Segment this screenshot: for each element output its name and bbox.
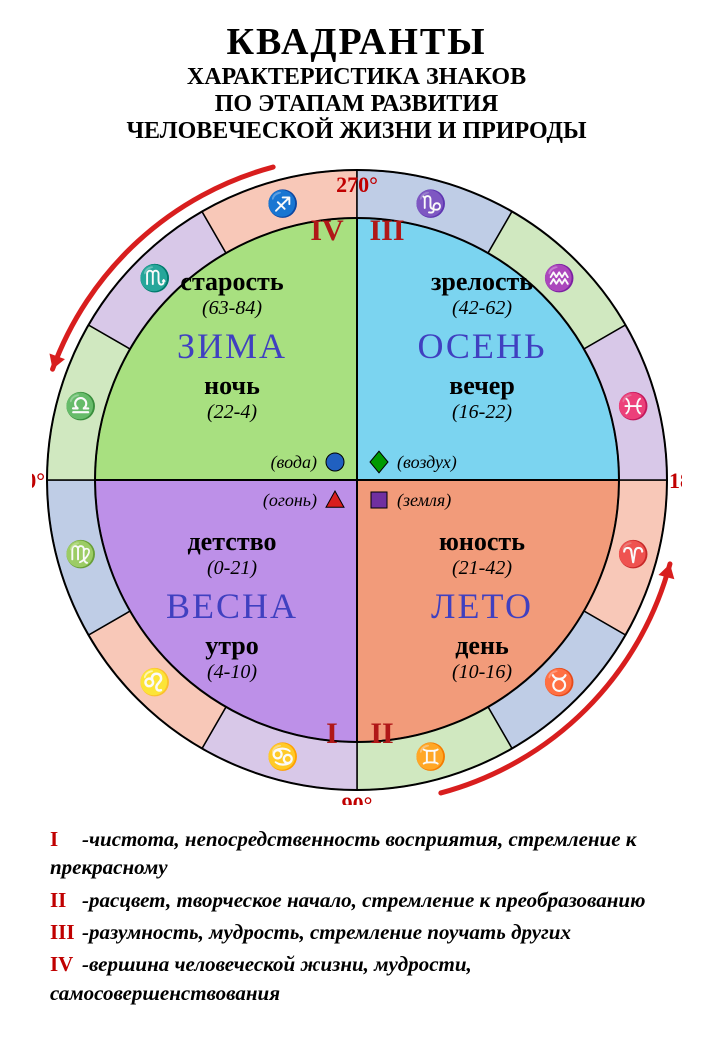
subtitle-line-3: ЧЕЛОВЕЧЕСКОЙ ЖИЗНИ И ПРИРОДЫ (30, 118, 683, 145)
quadrant-I-daypart: утро (205, 631, 259, 660)
zodiac-libra-icon: ♎ (64, 391, 96, 421)
legend-row: II-расцвет, творческое начало, стремлени… (50, 886, 663, 914)
legend-text: -вершина человеческой жизни, мудрости, с… (50, 952, 472, 1004)
quadrant-III-daypart-range: (16-22) (452, 401, 512, 423)
zodiac-pisces-icon: ♓ (617, 391, 649, 421)
quadrant-IV-daypart: ночь (204, 371, 260, 400)
quadrant-IV-numeral: IV (310, 214, 344, 247)
zodiac-virgo-icon: ♍ (64, 539, 96, 569)
angle-label: 0° (32, 468, 45, 493)
angle-label: 90° (341, 792, 372, 805)
quadrant-IV-stage: старость (180, 267, 283, 296)
quadrant-I-numeral: I (326, 717, 338, 750)
quadrant-II-numeral: II (370, 717, 393, 750)
subtitle-line-2: ПО ЭТАПАМ РАЗВИТИЯ (30, 91, 683, 118)
legend-text: -чистота, непосредственность восприятия,… (50, 827, 636, 879)
earth-label: (земля) (397, 490, 451, 511)
quadrant-IV-stage-range: (63-84) (202, 297, 262, 319)
legend-numeral: III (50, 918, 82, 946)
quadrant-II-stage: юность (439, 527, 525, 556)
legend-numeral: I (50, 825, 82, 853)
water-label: (вода) (270, 452, 316, 473)
main-title: КВАДРАНТЫ (30, 20, 683, 64)
angle-label: 180° (669, 468, 682, 493)
zodiac-cancer-icon: ♋ (266, 741, 298, 771)
quadrant-III-stage: зрелость (430, 267, 532, 296)
quadrant-II-stage-range: (21-42) (452, 557, 512, 579)
quadrant-I-stage: детство (187, 527, 276, 556)
legend-numeral: II (50, 886, 82, 914)
quadrant-diagram: ♈ ♉ ♊ ♋ ♌ ♍ ♎ ♏ ♐ ♑ ♒ ♓ 0° 180° 90° 270° детство(0-21) ВЕ… (32, 155, 682, 805)
zodiac-scorpio-icon: ♏ (138, 263, 170, 293)
zodiac-aries-icon: ♈ (617, 539, 649, 569)
zodiac-taurus-icon: ♉ (543, 667, 575, 697)
quadrant-IV-daypart-range: (22-4) (207, 401, 257, 423)
legend-text: -расцвет, творческое начало, стремление … (82, 888, 645, 912)
legend: I-чистота, непосредственность восприятия… (50, 825, 663, 1007)
legend-row: III-разумность, мудрость, стремление поу… (50, 918, 663, 946)
subtitle-line-1: ХАРАКТЕРИСТИКА ЗНАКОВ (30, 64, 683, 91)
quadrant-IV-season: ЗИМА (176, 326, 286, 366)
water-icon (326, 453, 344, 471)
quadrant-I-daypart-range: (4-10) (207, 661, 257, 683)
legend-row: IV-вершина человеческой жизни, мудрости,… (50, 950, 663, 1007)
angle-label: 270° (336, 172, 378, 197)
legend-text: -разумность, мудрость, стремление поучат… (82, 920, 571, 944)
page: КВАДРАНТЫ ХАРАКТЕРИСТИКА ЗНАКОВ ПО ЭТАПА… (0, 0, 713, 1041)
direction-arrow-head (658, 564, 674, 579)
zodiac-capricorn-icon: ♑ (414, 189, 446, 219)
quadrant-III-season: ОСЕНЬ (417, 326, 546, 366)
quadrant-II-daypart-range: (10-16) (452, 661, 512, 683)
quadrant-III-numeral: III (369, 214, 404, 247)
fire-label: (огонь) (262, 490, 316, 511)
legend-numeral: IV (50, 950, 82, 978)
quadrant-III-daypart: вечер (449, 371, 515, 400)
air-label: (воздух) (397, 452, 457, 473)
quadrant-III-stage-range: (42-62) (452, 297, 512, 319)
zodiac-gemini-icon: ♊ (414, 741, 446, 771)
quadrant-II-season: ЛЕТО (431, 586, 533, 626)
earth-icon (371, 492, 387, 508)
quadrant-I-season: ВЕСНА (165, 586, 297, 626)
legend-row: I-чистота, непосредственность восприятия… (50, 825, 663, 882)
quadrant-I-stage-range: (0-21) (207, 557, 257, 579)
zodiac-sagittarius-icon: ♐ (266, 189, 298, 219)
quadrant-II-daypart: день (455, 631, 509, 660)
zodiac-leo-icon: ♌ (138, 667, 170, 697)
zodiac-aquarius-icon: ♒ (543, 263, 575, 293)
